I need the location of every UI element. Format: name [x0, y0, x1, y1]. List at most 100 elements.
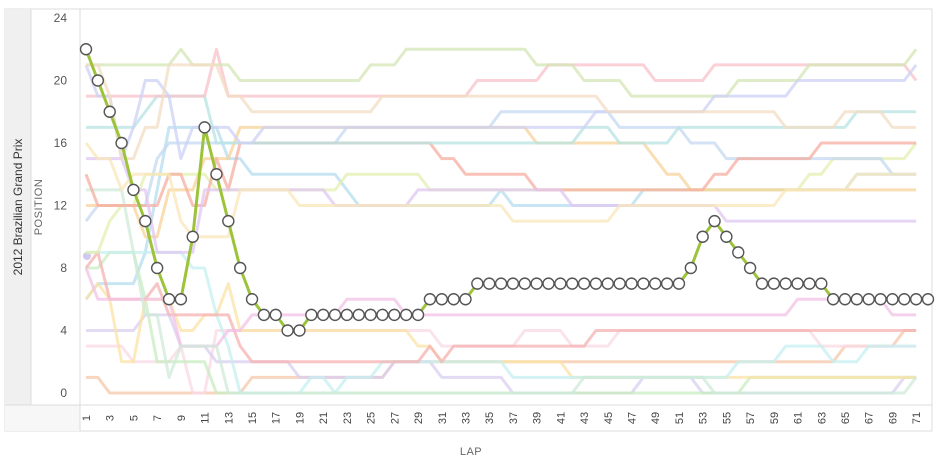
data-point[interactable]: [340, 308, 354, 322]
data-point[interactable]: [162, 293, 176, 306]
data-point[interactable]: [625, 277, 638, 290]
x-tick-label: 21: [318, 412, 330, 424]
data-point[interactable]: [791, 277, 804, 290]
data-point[interactable]: [589, 277, 603, 290]
data-point[interactable]: [601, 277, 615, 290]
x-tick-label: 47: [627, 412, 639, 424]
data-point[interactable]: [732, 246, 745, 259]
data-point[interactable]: [198, 121, 211, 134]
data-point[interactable]: [115, 136, 128, 150]
data-point[interactable]: [435, 293, 448, 306]
y-tick-label: 0: [60, 386, 67, 400]
data-point[interactable]: [909, 293, 923, 306]
data-point[interactable]: [186, 230, 199, 243]
data-point[interactable]: [79, 43, 93, 56]
data-point[interactable]: [862, 293, 875, 306]
data-point[interactable]: [388, 308, 401, 322]
chart-title: 2012 Brazilian Grand Prix: [11, 139, 25, 276]
data-point[interactable]: [577, 277, 591, 290]
data-point[interactable]: [874, 293, 887, 306]
x-tick-label: 33: [460, 412, 472, 424]
data-point[interactable]: [269, 308, 282, 322]
data-point[interactable]: [898, 293, 911, 306]
data-point[interactable]: [779, 277, 792, 290]
x-tick-label: 51: [674, 412, 686, 424]
data-point[interactable]: [708, 214, 721, 228]
data-point[interactable]: [423, 293, 437, 306]
background-series-line: [86, 188, 918, 395]
x-tick-label: 43: [579, 412, 591, 424]
data-point[interactable]: [826, 293, 840, 306]
corner-panel: [5, 405, 80, 431]
data-point[interactable]: [127, 183, 140, 197]
data-point[interactable]: [720, 230, 733, 243]
data-point[interactable]: [921, 293, 935, 306]
data-point[interactable]: [150, 261, 164, 275]
data-point[interactable]: [684, 261, 698, 275]
background-series-line: [84, 142, 917, 239]
data-point[interactable]: [293, 324, 306, 337]
x-tick-label: 11: [200, 412, 212, 423]
data-point[interactable]: [672, 277, 686, 290]
data-point[interactable]: [305, 308, 318, 322]
data-point[interactable]: [222, 214, 235, 228]
data-point[interactable]: [352, 308, 365, 322]
data-point[interactable]: [613, 277, 626, 290]
background-series-line: [84, 250, 917, 364]
data-point[interactable]: [530, 277, 543, 290]
data-point[interactable]: [281, 324, 294, 337]
data-point[interactable]: [91, 74, 105, 87]
data-point[interactable]: [233, 261, 247, 275]
x-tick-label: 61: [793, 412, 805, 424]
data-point[interactable]: [399, 308, 413, 322]
data-point[interactable]: [471, 277, 484, 290]
data-point[interactable]: [850, 293, 864, 306]
data-point[interactable]: [103, 105, 116, 118]
x-tick-label: 7: [152, 415, 164, 421]
data-point[interactable]: [637, 277, 650, 290]
data-point[interactable]: [483, 277, 496, 290]
data-point[interactable]: [815, 277, 828, 290]
data-point[interactable]: [139, 214, 152, 228]
x-tick-label: 59: [769, 412, 781, 424]
data-point[interactable]: [838, 293, 852, 306]
data-point[interactable]: [886, 293, 899, 306]
data-point[interactable]: [542, 277, 555, 290]
y-tick-label: 16: [54, 136, 68, 150]
data-point[interactable]: [494, 277, 508, 290]
data-point[interactable]: [743, 261, 757, 275]
data-point[interactable]: [316, 308, 330, 322]
data-point[interactable]: [376, 308, 389, 322]
data-point[interactable]: [459, 293, 472, 306]
data-point[interactable]: [696, 230, 709, 243]
x-tick-label: 57: [745, 412, 757, 424]
x-tick-label: 15: [247, 412, 259, 424]
x-tick-label: 13: [223, 412, 235, 424]
background-series-line: [86, 94, 917, 145]
data-point[interactable]: [566, 277, 579, 290]
data-point[interactable]: [174, 293, 188, 306]
data-point[interactable]: [767, 277, 781, 290]
data-point[interactable]: [447, 293, 460, 306]
x-tick-label: 53: [698, 412, 710, 424]
data-point[interactable]: [328, 308, 342, 322]
data-point[interactable]: [245, 293, 259, 306]
legend-dot: [83, 252, 91, 260]
data-point[interactable]: [210, 168, 223, 181]
data-point[interactable]: [257, 308, 271, 322]
data-point[interactable]: [649, 277, 662, 290]
data-point[interactable]: [660, 277, 674, 290]
data-point[interactable]: [411, 308, 425, 322]
data-point[interactable]: [506, 277, 520, 290]
x-tick-label: 1: [81, 415, 93, 421]
data-point[interactable]: [364, 308, 377, 322]
highlight-series[interactable]: [79, 43, 935, 337]
background-series-line: [84, 63, 918, 161]
data-point[interactable]: [803, 277, 816, 290]
x-tick-label: 29: [413, 412, 425, 424]
x-tick-label: 19: [294, 412, 306, 424]
data-point[interactable]: [518, 277, 531, 290]
data-point[interactable]: [755, 277, 769, 290]
data-point[interactable]: [554, 277, 567, 290]
